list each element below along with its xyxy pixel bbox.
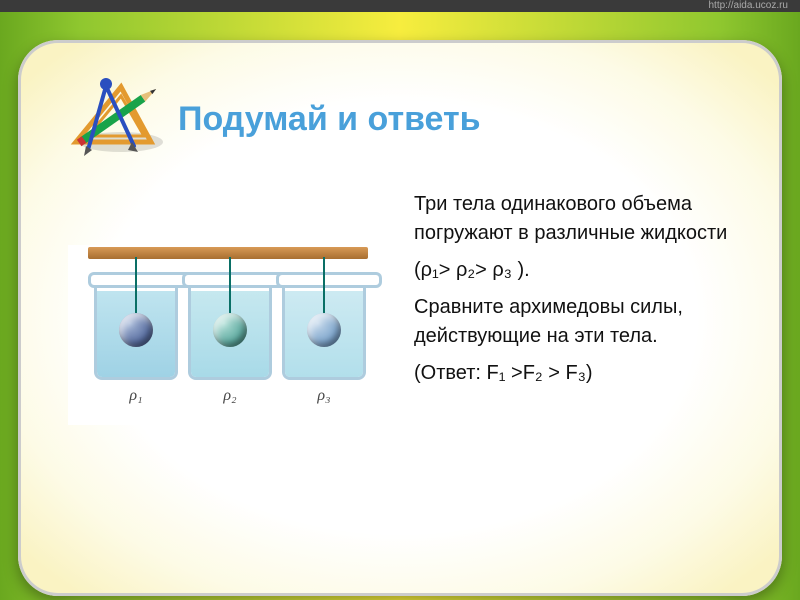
- ball-3: [307, 313, 341, 347]
- ball-2: [213, 313, 247, 347]
- rho-label-3: ρ₃: [282, 387, 366, 405]
- string-2: [229, 257, 231, 315]
- support-rod: [88, 247, 368, 259]
- problem-answer: (Ответ: F₁ >F₂ > F₃): [414, 359, 784, 388]
- beaker-3: [282, 275, 366, 380]
- source-url: http://aida.ucoz.ru: [709, 0, 789, 12]
- beaker-1: [94, 275, 178, 380]
- ball-1: [119, 313, 153, 347]
- problem-intro: Три тела одинакового объема погружают в …: [414, 190, 784, 248]
- beaker-2: [188, 275, 272, 380]
- beakers-diagram: ρ₁ ρ₂ ρ₃: [68, 245, 388, 425]
- string-3: [323, 257, 325, 315]
- problem-text: Три тела одинакового объема погружают в …: [414, 190, 784, 396]
- rho-label-1: ρ₁: [94, 387, 178, 405]
- tools-icon: [66, 72, 166, 172]
- slide-frame: Подумай и ответь Три тела одинакового об…: [0, 12, 800, 600]
- slide-content: Подумай и ответь Три тела одинакового об…: [18, 40, 782, 596]
- rho-label-2: ρ₂: [188, 387, 272, 405]
- problem-task: Сравните архимедовы силы, действующие на…: [414, 293, 784, 351]
- top-bar: [0, 0, 800, 12]
- string-1: [135, 257, 137, 315]
- slide-title: Подумай и ответь: [178, 100, 481, 139]
- problem-condition: (ρ₁> ρ₂> ρ₃ ).: [414, 256, 784, 285]
